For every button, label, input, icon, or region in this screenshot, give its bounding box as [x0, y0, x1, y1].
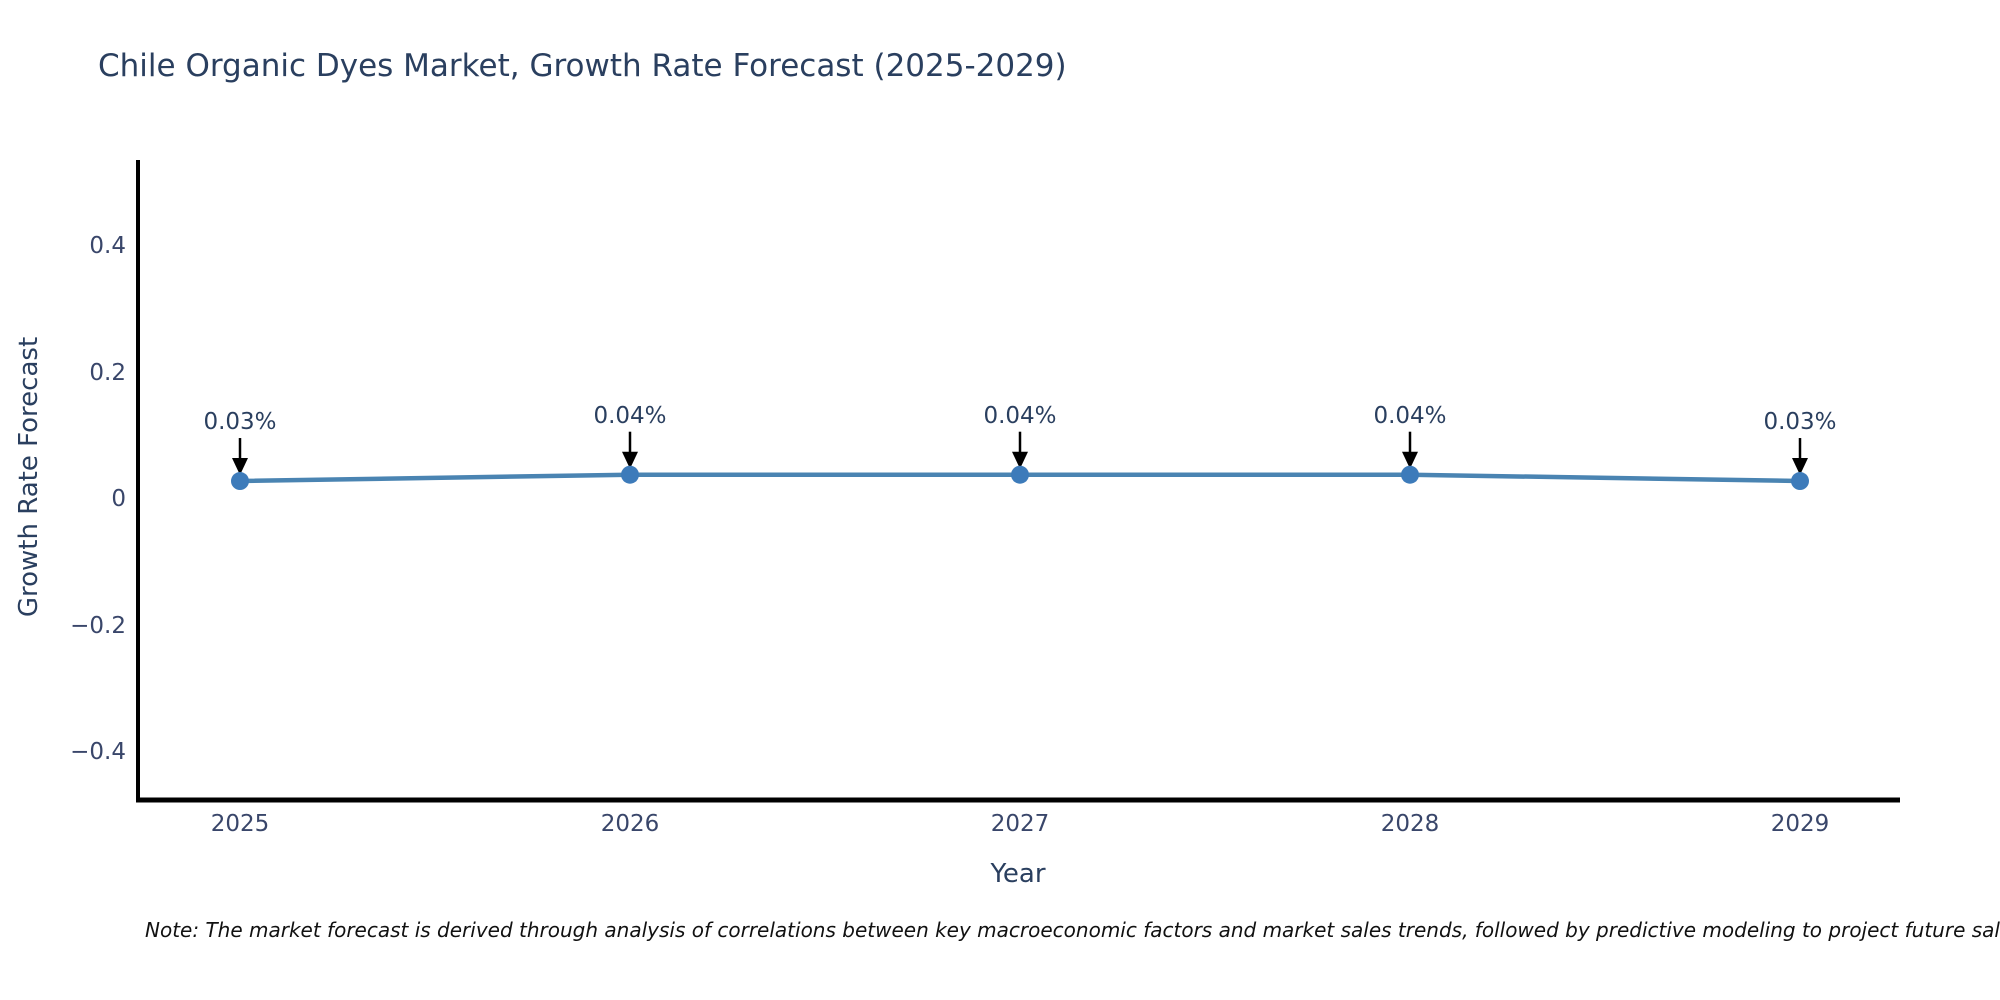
chart-title: Chile Organic Dyes Market, Growth Rate F…: [98, 48, 1067, 84]
point-value-label: 0.04%: [593, 402, 667, 429]
y-tick-label: 0.2: [89, 359, 126, 386]
data-point-2029[interactable]: [1791, 472, 1809, 491]
x-tick-label: 2027: [990, 811, 1050, 837]
point-value-label: 0.04%: [983, 402, 1057, 429]
data-point-2026[interactable]: [621, 465, 639, 484]
annotation-arrowhead: [1402, 451, 1418, 469]
data-point-2027[interactable]: [1011, 465, 1029, 484]
data-point-2028[interactable]: [1401, 465, 1419, 484]
x-tick-label: 2025: [210, 811, 270, 837]
x-tick-label: 2026: [600, 811, 660, 837]
annotation-arrowhead: [1792, 458, 1808, 476]
x-axis-title: Year: [990, 859, 1046, 889]
point-value-label: 0.04%: [1373, 402, 1447, 429]
point-value-label: 0.03%: [1763, 409, 1837, 436]
x-tick-label: 2028: [1380, 811, 1440, 837]
note-text: Note: The market forecast is derived thr…: [145, 918, 2000, 942]
y-tick-label: −0.2: [70, 612, 126, 639]
y-tick-label: 0: [111, 486, 126, 512]
annotation-arrowhead: [622, 451, 638, 469]
y-tick-label: −0.4: [70, 739, 126, 765]
data-point-2025[interactable]: [231, 472, 249, 491]
annotation-arrowhead: [232, 458, 248, 476]
point-value-label: 0.03%: [203, 409, 277, 436]
annotation-arrowhead: [1012, 451, 1028, 469]
y-tick-label: 0.4: [89, 233, 126, 259]
x-tick-label: 2029: [1770, 811, 1830, 837]
